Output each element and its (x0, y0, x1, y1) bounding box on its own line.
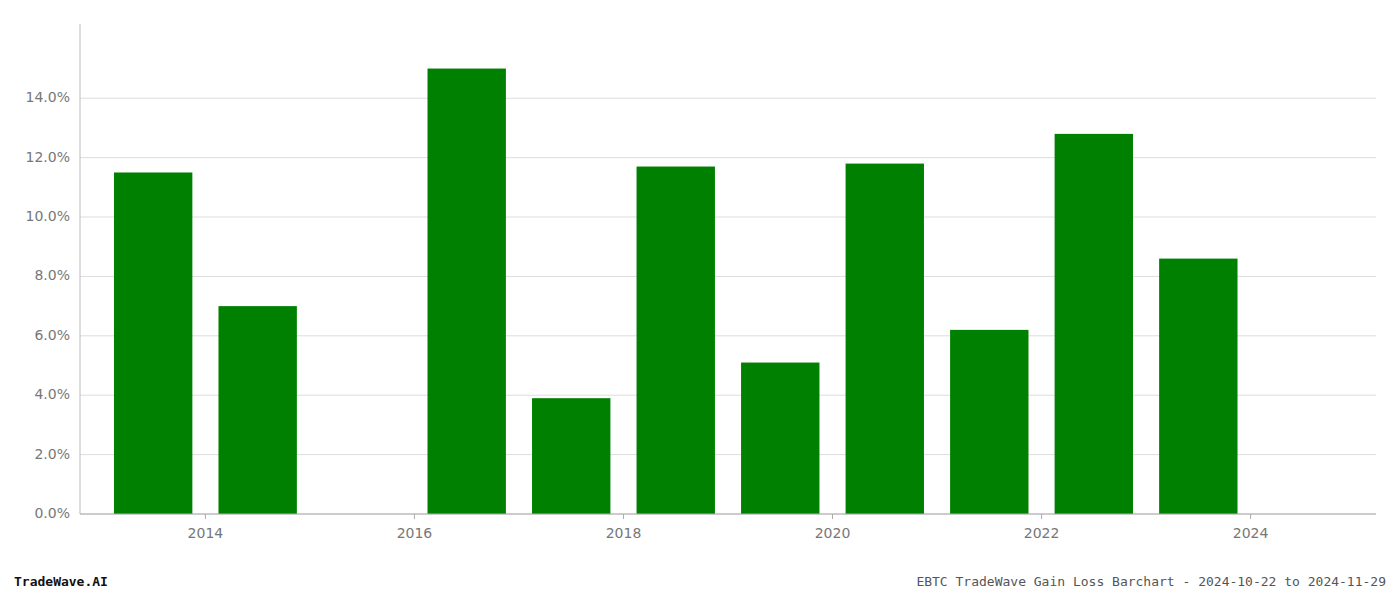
x-tick-label: 2016 (397, 525, 433, 541)
y-tick-label: 12.0% (26, 149, 70, 165)
x-axis-line (80, 514, 1376, 515)
footer-left: TradeWave.AI (14, 574, 108, 589)
x-tick (1250, 514, 1251, 519)
y-tick-label: 8.0% (34, 267, 70, 283)
y-tick-label: 4.0% (34, 386, 70, 402)
bar (637, 167, 715, 514)
bar (950, 330, 1028, 514)
bar (741, 363, 819, 514)
bar (1159, 259, 1237, 514)
y-tick-label: 2.0% (34, 446, 70, 462)
x-tick-label: 2024 (1233, 525, 1269, 541)
y-tick-label: 14.0% (26, 89, 70, 105)
y-tick-label: 6.0% (34, 327, 70, 343)
grid-line (80, 157, 1376, 158)
bar (428, 69, 506, 514)
bars (114, 69, 1238, 514)
bar (218, 306, 296, 514)
footer: TradeWave.AI EBTC TradeWave Gain Loss Bar… (14, 574, 1386, 589)
grid-line (80, 217, 1376, 218)
x-tick (205, 514, 206, 519)
y-tick-label: 10.0% (26, 208, 70, 224)
chart: 0.0%2.0%4.0%6.0%8.0%10.0%12.0%14.0%20142… (0, 0, 1400, 600)
y-axis: 0.0% 2.0% 4.0% 6.0% 8.0% 10.0% 12.0% 14.0% (26, 24, 80, 521)
y-tick-label: 0.0% (34, 505, 70, 521)
x-tick (623, 514, 624, 519)
y-axis-line (80, 24, 81, 514)
x-tick-label: 2018 (606, 525, 642, 541)
grid (80, 98, 1376, 514)
x-tick (1041, 514, 1042, 519)
x-tick (414, 514, 415, 519)
footer-right: EBTC TradeWave Gain Loss Barchart - 2024… (916, 574, 1386, 589)
bar (1055, 134, 1133, 514)
x-tick-label: 2022 (1024, 525, 1060, 541)
x-tick (832, 514, 833, 519)
x-tick-label: 2020 (815, 525, 851, 541)
bar (846, 164, 924, 514)
x-axis: 2014 2016 2018 2020 2022 2024 (80, 514, 1376, 541)
x-tick-label: 2014 (188, 525, 224, 541)
bar (114, 172, 192, 514)
grid-line (80, 98, 1376, 99)
bar (532, 398, 610, 514)
grid-line (80, 514, 1376, 515)
